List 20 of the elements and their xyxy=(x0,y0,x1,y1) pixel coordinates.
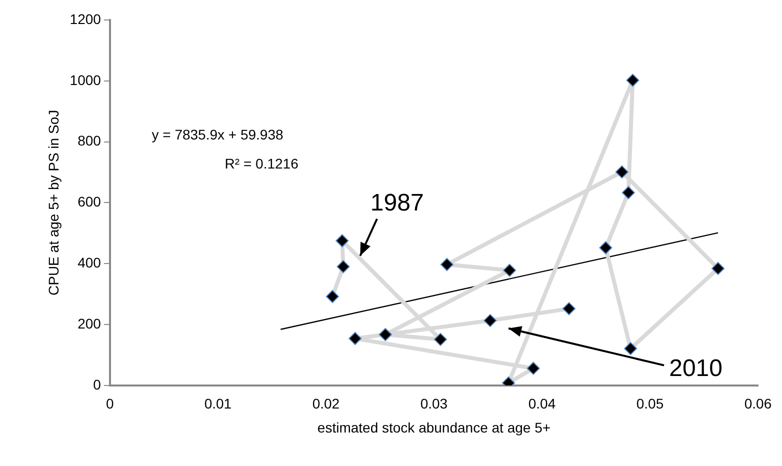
x-axis-title: estimated stock abundance at age 5+ xyxy=(317,419,551,436)
annotation: 1987 xyxy=(370,190,424,216)
y-tick-label: 1200 xyxy=(70,10,102,27)
x-tick-label: 0.06 xyxy=(744,396,772,412)
annotation: 2010 xyxy=(669,354,722,382)
x-tick-label: 0.05 xyxy=(636,396,664,412)
y-tick-label: 800 xyxy=(78,132,102,149)
y-tick-label: 400 xyxy=(78,254,102,270)
x-tick-label: 0.03 xyxy=(420,396,448,412)
y-axis-title: CPUE at age 5+ by PS in SoJ xyxy=(45,110,62,296)
annotation: y = 7835.9x + 59.938 xyxy=(152,126,284,143)
x-tick-label: 0.02 xyxy=(312,396,340,412)
x-tick-label: 0.01 xyxy=(204,396,232,412)
annotation: R² = 0.1216 xyxy=(224,156,299,172)
y-tick-label: 0 xyxy=(93,376,102,392)
x-tick-label: 0.04 xyxy=(528,396,556,412)
y-tick-label: 200 xyxy=(78,315,102,332)
y-tick-label: 1000 xyxy=(70,72,102,88)
y-tick-label: 600 xyxy=(78,194,102,210)
x-tick-label: 0 xyxy=(106,396,114,412)
